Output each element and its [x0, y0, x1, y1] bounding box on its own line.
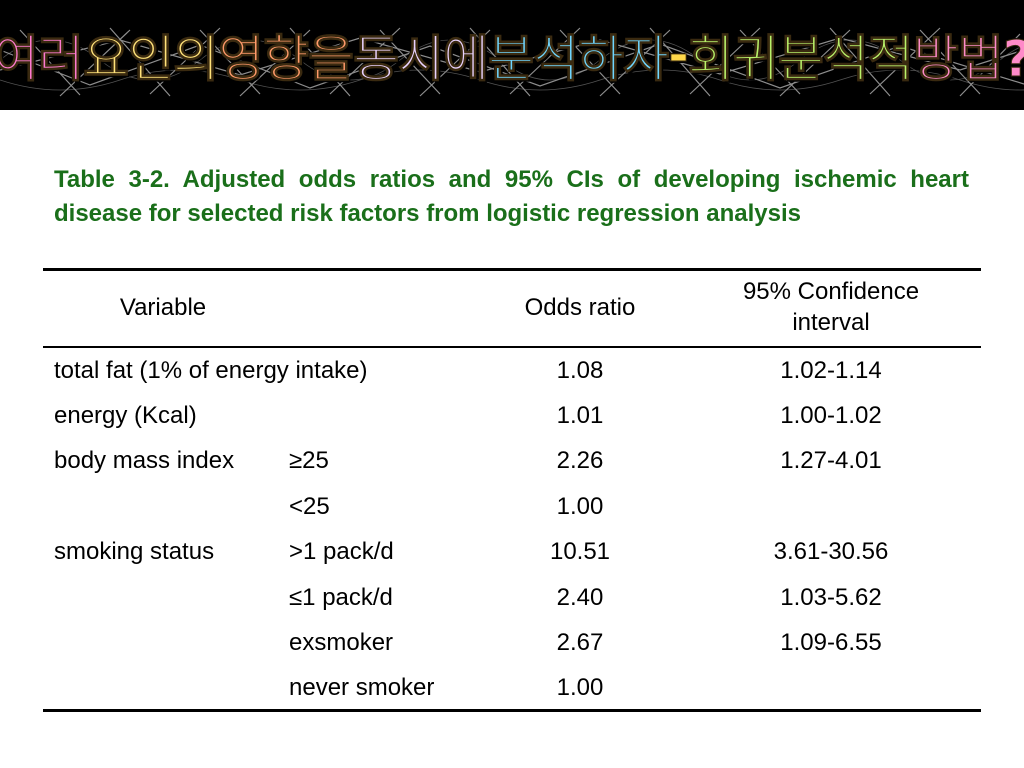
row-confidence-interval: 1.03-5.62: [780, 583, 882, 611]
row-odds-ratio: 1.00: [556, 492, 604, 520]
row-confidence-interval: [691, 484, 971, 529]
row-odds-ratio: 2.26: [556, 447, 604, 475]
banner-background-pattern: [0, 27, 1024, 97]
header-odds-ratio: Odds ratio: [524, 293, 636, 321]
slide-title-word: 여러: [0, 30, 85, 89]
row-odds-ratio: 2.67: [556, 628, 604, 656]
row-variable: smoking status: [54, 538, 215, 566]
row-subcategory: <25: [289, 492, 330, 520]
row-variable: body mass index: [54, 447, 235, 475]
row-odds-ratio: 1.01: [556, 401, 604, 429]
row-variable: total fat (1% of energy intake): [54, 356, 368, 384]
row-odds-ratio: 2.40: [556, 583, 604, 611]
row-subcategory: never smoker: [289, 674, 435, 702]
table-top-rule: [43, 268, 981, 271]
row-subcategory: ≥25: [289, 447, 329, 475]
header-confidence-interval: 95% Confidence interval: [691, 268, 971, 346]
row-subcategory: exsmoker: [289, 628, 394, 656]
row-confidence-interval: 1.02-1.14: [780, 356, 882, 384]
slide-title-word: 분석하자: [488, 30, 670, 89]
header-ci-line1: 95% Confidence: [742, 278, 920, 305]
table-header-rule: [43, 346, 981, 348]
slide-title: 여러 요인의 영향을 동시에 분석하자 - 회귀분석적 방법?: [0, 0, 1024, 110]
header-ci-line2: interval: [792, 309, 870, 336]
row-subcategory: ≤1 pack/d: [289, 583, 393, 611]
slide-title-word: 동시에: [353, 30, 490, 89]
header-variable: Variable: [119, 293, 207, 321]
slide-title-word: 요인의: [83, 30, 220, 89]
row-confidence-interval: 1.27-4.01: [780, 447, 882, 475]
row-confidence-interval: 1.09-6.55: [780, 628, 882, 656]
row-odds-ratio: 10.51: [549, 538, 611, 566]
row-confidence-interval: [691, 666, 971, 711]
title-banner: 여러 요인의 영향을 동시에 분석하자 - 회귀분석적 방법?: [0, 0, 1024, 110]
slide-title-word: 방법?: [912, 30, 1024, 89]
slide-title-word: -: [668, 26, 690, 85]
row-odds-ratio: 1.00: [556, 674, 604, 702]
row-confidence-interval: 1.00-1.02: [780, 401, 882, 429]
table-bottom-rule: [43, 709, 981, 712]
row-subcategory: >1 pack/d: [289, 538, 394, 566]
table-caption: Table 3-2. Adjusted odds ratios and 95% …: [54, 166, 969, 227]
row-odds-ratio: 1.08: [556, 356, 604, 384]
row-variable: energy (Kcal): [54, 401, 197, 429]
slide-title-word: 영향을: [218, 30, 355, 89]
slide-title-word: 회귀분석적: [687, 30, 914, 89]
row-confidence-interval: 3.61-30.56: [773, 538, 889, 566]
